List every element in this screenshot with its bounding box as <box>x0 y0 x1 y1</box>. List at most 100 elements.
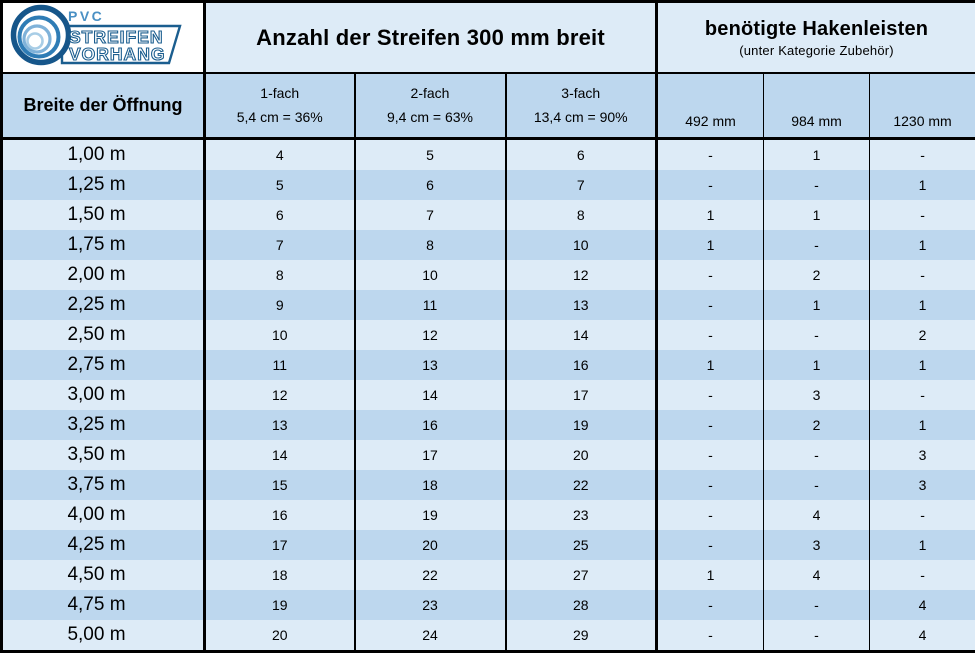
column-header-1fach: 1-fach 5,4 cm = 36% <box>205 73 355 139</box>
hook-count-cell: 1 <box>870 230 975 260</box>
hook-count-cell: - <box>657 139 764 171</box>
strip-count-cell: 12 <box>506 260 657 290</box>
width-cell: 3,25 m <box>2 410 205 440</box>
strip-count-cell: 22 <box>355 560 506 590</box>
column-header-line1: 1-fach <box>207 82 353 105</box>
width-cell: 3,50 m <box>2 440 205 470</box>
hook-count-cell: 1 <box>870 410 975 440</box>
hook-count-cell: 1 <box>764 139 870 171</box>
hooks-group-title: benötigte Hakenleisten (unter Kategorie … <box>657 2 975 74</box>
hook-count-cell: 3 <box>870 470 975 500</box>
hook-count-cell: 4 <box>764 500 870 530</box>
width-cell: 4,00 m <box>2 500 205 530</box>
width-cell: 3,00 m <box>2 380 205 410</box>
hook-count-cell: 4 <box>870 620 975 652</box>
width-cell: 4,25 m <box>2 530 205 560</box>
strip-count-cell: 27 <box>506 560 657 590</box>
strip-count-cell: 16 <box>506 350 657 380</box>
strip-count-cell: 5 <box>355 139 506 171</box>
strip-count-cell: 10 <box>205 320 355 350</box>
strip-count-cell: 24 <box>355 620 506 652</box>
hook-count-cell: 1 <box>870 350 975 380</box>
strip-count-cell: 4 <box>205 139 355 171</box>
strip-count-cell: 19 <box>205 590 355 620</box>
hook-count-cell: 2 <box>764 260 870 290</box>
strip-count-cell: 13 <box>355 350 506 380</box>
strip-count-cell: 23 <box>355 590 506 620</box>
strips-group-title: Anzahl der Streifen 300 mm breit <box>205 2 657 74</box>
hook-count-cell: - <box>657 590 764 620</box>
hook-count-cell: 4 <box>764 560 870 590</box>
width-cell: 1,50 m <box>2 200 205 230</box>
logo-pvc-text: PVC <box>68 8 104 24</box>
pvc-streifenvorhang-logo-icon: PVC STREIFEN VORHANG <box>4 3 202 67</box>
hook-count-cell: - <box>657 170 764 200</box>
hook-count-cell: - <box>764 230 870 260</box>
hook-count-cell: - <box>657 410 764 440</box>
strip-count-cell: 13 <box>506 290 657 320</box>
strip-count-cell: 8 <box>506 200 657 230</box>
hook-count-cell: - <box>870 200 975 230</box>
strip-count-cell: 18 <box>205 560 355 590</box>
hooks-title-text: benötigte Hakenleisten <box>705 18 928 40</box>
width-cell: 2,00 m <box>2 260 205 290</box>
hook-count-cell: 1 <box>657 230 764 260</box>
strip-count-cell: 14 <box>506 320 657 350</box>
hook-count-cell: - <box>764 620 870 652</box>
hook-count-cell: - <box>657 380 764 410</box>
strip-count-cell: 17 <box>506 380 657 410</box>
hook-count-cell: 3 <box>764 380 870 410</box>
hook-count-cell: - <box>657 320 764 350</box>
hook-count-cell: - <box>870 560 975 590</box>
strip-count-cell: 17 <box>205 530 355 560</box>
hook-count-cell: 2 <box>764 410 870 440</box>
hook-count-cell: - <box>764 320 870 350</box>
strip-count-cell: 7 <box>205 230 355 260</box>
hook-count-cell: 1 <box>870 290 975 320</box>
strip-count-cell: 11 <box>205 350 355 380</box>
column-header-row: Breite der Öffnung 1-fach 5,4 cm = 36% 2… <box>2 73 975 139</box>
hook-count-cell: - <box>764 470 870 500</box>
width-cell: 5,00 m <box>2 620 205 652</box>
strip-count-cell: 12 <box>355 320 506 350</box>
strip-count-cell: 15 <box>205 470 355 500</box>
hook-count-cell: 1 <box>870 170 975 200</box>
hook-count-cell: 1 <box>764 350 870 380</box>
title-row: PVC STREIFEN VORHANG Anzahl der Streifen… <box>2 2 975 74</box>
logo-vorhang-text: VORHANG <box>69 44 165 64</box>
width-cell: 2,50 m <box>2 320 205 350</box>
width-cell: 4,50 m <box>2 560 205 590</box>
hook-count-cell: 4 <box>870 590 975 620</box>
hook-count-cell: - <box>657 260 764 290</box>
hook-count-cell: 1 <box>870 530 975 560</box>
strip-count-cell: 6 <box>355 170 506 200</box>
hook-count-cell: 3 <box>870 440 975 470</box>
hook-count-cell: 1 <box>764 200 870 230</box>
strip-count-cell: 6 <box>205 200 355 230</box>
strip-count-cell: 20 <box>506 440 657 470</box>
strip-count-cell: 10 <box>355 260 506 290</box>
strip-count-cell: 7 <box>506 170 657 200</box>
strip-count-cell: 22 <box>506 470 657 500</box>
hook-count-cell: - <box>657 290 764 320</box>
column-header-1230mm: 1230 mm <box>870 73 975 139</box>
strip-count-cell: 16 <box>205 500 355 530</box>
hook-count-cell: - <box>657 470 764 500</box>
strip-count-cell: 25 <box>506 530 657 560</box>
hook-count-cell: - <box>764 590 870 620</box>
strip-count-cell: 14 <box>355 380 506 410</box>
hook-count-cell: 1 <box>657 350 764 380</box>
strip-count-cell: 7 <box>355 200 506 230</box>
hook-count-cell: - <box>657 440 764 470</box>
column-header-984mm: 984 mm <box>764 73 870 139</box>
width-cell: 3,75 m <box>2 470 205 500</box>
